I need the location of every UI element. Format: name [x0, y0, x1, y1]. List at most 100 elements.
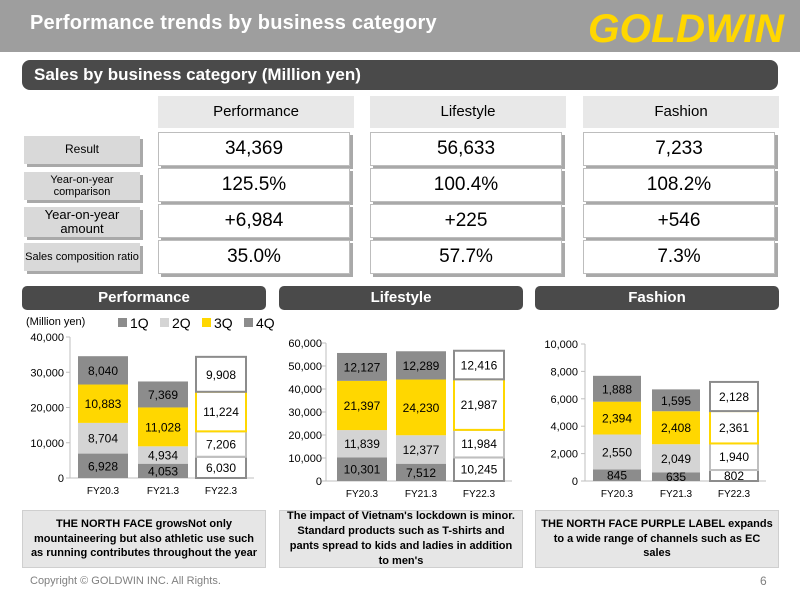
cell-yoy-lifestyle: 100.4%: [370, 168, 562, 202]
legend-label: 3Q: [214, 315, 233, 331]
legend-label: 2Q: [172, 315, 191, 331]
bar-1q-fy21-3: [652, 472, 700, 481]
bar-4q-fy22-3: [195, 355, 247, 393]
note-performance: THE NORTH FACE growsNot only mountaineer…: [22, 510, 266, 568]
y-tick-label: 40,000: [288, 384, 322, 396]
data-label: 11,028: [145, 420, 181, 434]
bar-4q-fy20-3: [593, 375, 641, 402]
cell-ratio-fashion: 7.3%: [583, 240, 775, 274]
data-label: 10,245: [461, 463, 498, 477]
cell-result-lifestyle: 56,633: [370, 132, 562, 166]
data-label: 24,230: [403, 401, 440, 415]
legend-label: 1Q: [130, 315, 149, 331]
bar-4q-fy21-3: [396, 351, 446, 380]
y-axis-unit-label: (Million yen): [26, 316, 86, 328]
data-label: 8,704: [88, 432, 118, 446]
bar-1q-fy21-3: [138, 463, 188, 478]
data-label: 21,987: [461, 398, 498, 412]
y-tick-label: 0: [316, 476, 322, 488]
cell-result-fashion: 7,233: [583, 132, 775, 166]
cell-yoy-fashion: 108.2%: [583, 168, 775, 202]
x-tick-label: FY22.3: [463, 489, 496, 500]
bar-1q-fy21-3: [396, 463, 446, 481]
bar-4q-fy22-3: [453, 349, 505, 381]
y-tick-label: 4,000: [550, 421, 578, 433]
y-tick-label: 20,000: [288, 430, 322, 442]
data-label: 12,289: [403, 359, 440, 373]
data-label: 6,928: [88, 459, 118, 473]
bar-4q-fy20-3: [337, 352, 387, 381]
note-fashion: THE NORTH FACE PURPLE LABEL expands to a…: [535, 510, 779, 568]
bar-2q-fy22-3: [453, 428, 505, 459]
data-label: 10,883: [85, 397, 122, 411]
legend-label: 4Q: [256, 315, 275, 331]
y-tick-label: 60,000: [288, 338, 322, 350]
title-bar: Performance trends by business category …: [0, 0, 800, 52]
legend-swatch-2q: [160, 318, 169, 327]
bar-3q-fy21-3: [138, 407, 188, 447]
x-tick-label: FY22.3: [205, 486, 238, 497]
data-label: 2,361: [719, 421, 749, 435]
data-label: 7,206: [206, 438, 236, 452]
y-tick-label: 10,000: [544, 339, 578, 351]
bar-3q-fy21-3: [652, 411, 700, 445]
bar-3q-fy21-3: [396, 379, 446, 436]
data-label: 2,408: [661, 421, 691, 435]
x-tick-label: FY21.3: [147, 486, 180, 497]
section-header: Sales by business category (Million yen): [22, 60, 778, 90]
note-lifestyle: The impact of Vietnam's lockdown is mino…: [279, 510, 523, 568]
chart-title-performance: Performance: [22, 286, 266, 310]
legend-swatch-4q: [244, 318, 253, 327]
data-label: 635: [666, 470, 686, 484]
data-label: 7,369: [148, 388, 178, 402]
bar-3q-fy20-3: [337, 380, 387, 431]
copyright-text: Copyright © GOLDWIN INC. All Rights.: [30, 575, 221, 587]
data-label: 1,940: [719, 450, 749, 464]
legend-swatch-1q: [118, 318, 127, 327]
data-label: 7,512: [406, 466, 436, 480]
x-tick-label: FY21.3: [660, 489, 693, 500]
y-tick-label: 30,000: [288, 407, 322, 419]
bar-2q-fy20-3: [337, 430, 387, 458]
chart-title-fashion: Fashion: [535, 286, 779, 310]
bar-1q-fy20-3: [78, 453, 128, 478]
y-tick-label: 10,000: [288, 453, 322, 465]
cell-ratio-lifestyle: 57.7%: [370, 240, 562, 274]
data-label: 12,377: [403, 443, 440, 457]
cell-ratio-performance: 35.0%: [158, 240, 350, 274]
data-label: 6,030: [206, 461, 236, 475]
x-tick-label: FY20.3: [601, 489, 634, 500]
legend-swatch-3q: [202, 318, 211, 327]
bar-3q-fy22-3: [453, 378, 505, 431]
y-tick-label: 50,000: [288, 361, 322, 373]
data-label: 845: [607, 469, 627, 483]
bar-2q-fy20-3: [78, 422, 128, 454]
x-tick-label: FY20.3: [87, 486, 120, 497]
bar-2q-fy22-3: [195, 430, 247, 458]
data-label: 12,127: [344, 360, 381, 374]
page-number: 6: [760, 574, 767, 588]
y-tick-label: 0: [58, 473, 64, 485]
y-tick-label: 2,000: [550, 449, 578, 461]
bar-3q-fy22-3: [709, 410, 759, 445]
y-tick-label: 30,000: [30, 367, 64, 379]
cell-amount-lifestyle: +225: [370, 204, 562, 238]
data-label: 11,839: [344, 437, 380, 451]
svg-text:GOLDWIN: GOLDWIN: [588, 7, 785, 48]
data-label: 8,040: [88, 364, 118, 378]
data-label: 12,416: [461, 359, 498, 373]
cell-yoy-performance: 125.5%: [158, 168, 350, 202]
y-tick-label: 20,000: [30, 403, 64, 415]
y-tick-label: 8,000: [550, 366, 578, 378]
data-label: 4,053: [148, 464, 178, 478]
cell-amount-performance: +6,984: [158, 204, 350, 238]
row-label-composition-ratio: Sales composition ratio: [24, 243, 140, 271]
bar-2q-fy20-3: [593, 434, 641, 470]
column-header-lifestyle: Lifestyle: [370, 96, 566, 128]
bar-4q-fy21-3: [138, 381, 188, 408]
x-tick-label: FY21.3: [405, 489, 438, 500]
column-header-performance: Performance: [158, 96, 354, 128]
data-label: 2,128: [719, 390, 749, 404]
goldwin-logo: GOLDWIN: [588, 7, 785, 48]
